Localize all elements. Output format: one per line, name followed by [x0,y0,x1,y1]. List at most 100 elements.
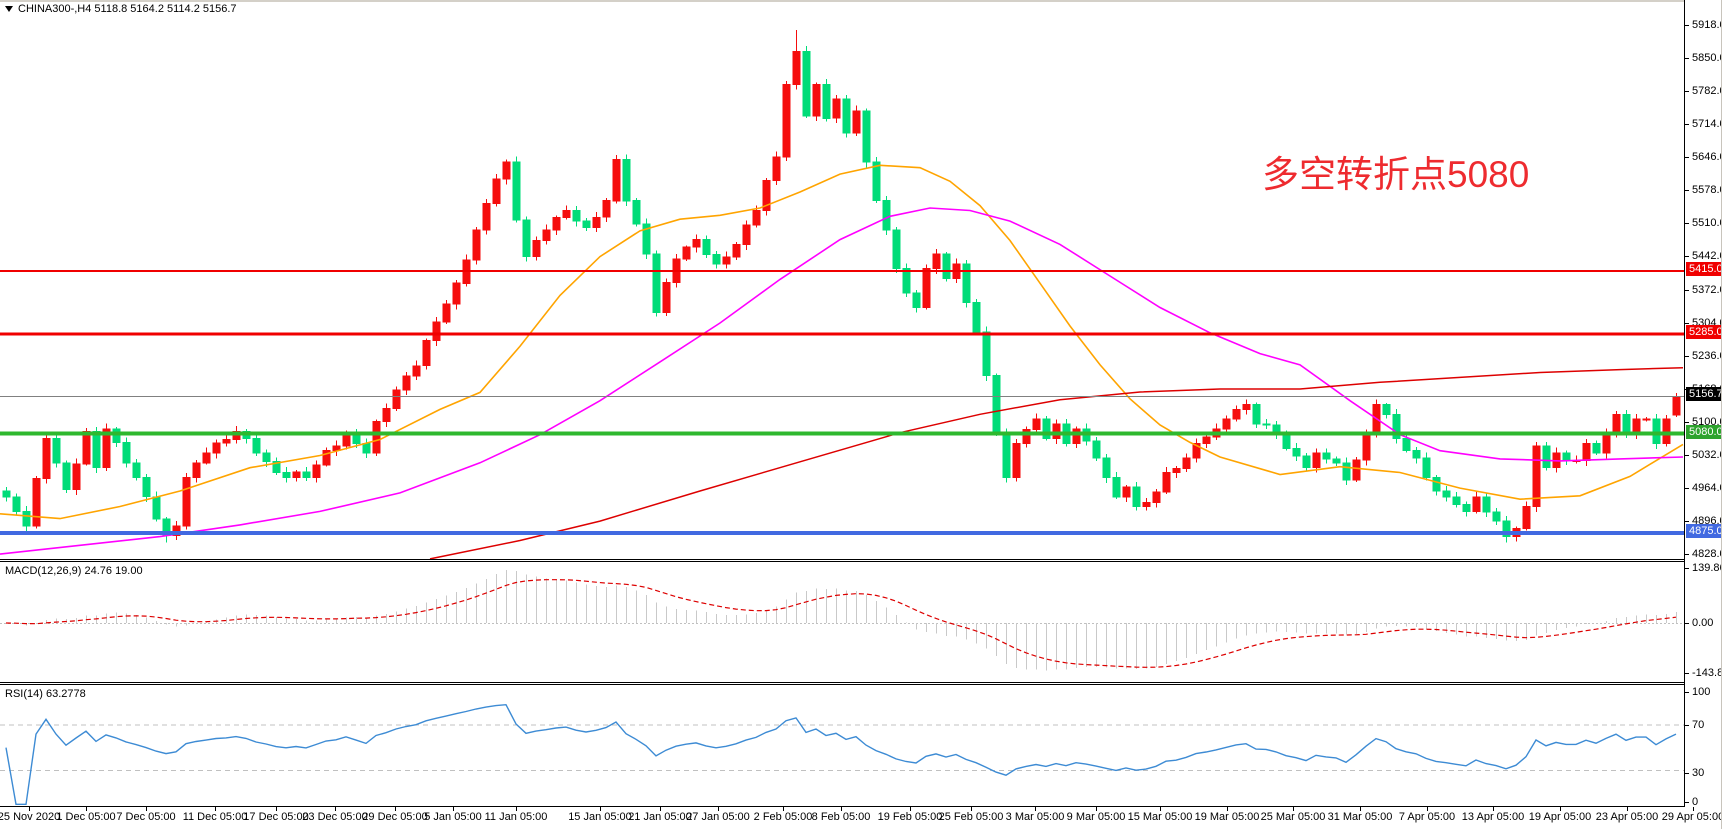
candle-body [782,83,791,158]
main-chart-panel[interactable]: CHINA300-,H4 5118.8 5164.2 5114.2 5156.7… [0,2,1684,560]
candle-body [122,442,131,464]
candle-body [1592,442,1601,454]
symbol-name: CHINA300-,H4 [18,3,92,15]
macd-axis-label: 0.00 [1692,617,1714,629]
candle-body [192,462,201,478]
candle-body [1142,502,1151,507]
time-axis-label: 11 Dec 05:00 [182,811,248,823]
candle-body [1382,404,1391,415]
macd-panel[interactable]: MACD(12,26,9) 24.76 19.00 [0,561,1684,683]
rsi-line [5,703,1677,806]
candle-body [2,490,11,498]
time-axis-tick [971,807,972,811]
candle-body [942,253,951,279]
price-axis-label: 5236.0 [1692,349,1726,362]
macd-chart-canvas[interactable] [0,562,1684,682]
price-axis[interactable]: 5918.0 5850.0 5782.0 5714.0 5646.0 5578.0 5510… [1684,0,1729,808]
candle-body [702,239,711,256]
price-badge-5080.0: 5080.0 [1686,424,1726,439]
candle-body [922,268,931,309]
time-axis-label: 11 Jan 05:00 [484,811,548,823]
candle-body [1662,418,1671,444]
annotation-text: 多空转折点5080 [1262,154,1530,195]
candle-body [862,110,871,163]
candle-body [172,525,181,537]
candle-body [522,219,531,258]
candle-body [252,438,261,454]
candle-body [82,430,91,465]
candle-body [552,216,561,231]
candle-body [442,303,451,323]
time-axis-label: 5 Jan 05:00 [424,811,482,823]
candle-body [1262,423,1271,426]
candle-body [1292,447,1301,457]
price-axis-label: 5032.0 [1692,448,1726,461]
candlestick-chart-canvas[interactable] [0,2,1684,559]
candle-body [1192,442,1201,459]
candle-body [222,438,231,444]
candle-body [1652,418,1661,444]
time-axis-label: 1 Dec 05:00 [56,811,116,823]
rsi-axis-tick [1685,802,1689,803]
candle-body [1052,423,1061,440]
rsi-chart-canvas[interactable] [0,685,1684,806]
candle-body [692,239,701,248]
candle-body [602,200,611,218]
price-badge-5415.0: 5415.0 [1686,262,1726,277]
price-axis-label: 4896.0 [1692,514,1726,527]
price-axis-tick [1685,58,1689,60]
rsi-axis-tick [1685,773,1689,774]
price-axis-label: 4828.0 [1692,548,1726,560]
candle-body [482,203,491,231]
macd-axis-tick [1685,568,1689,569]
candle-body [362,442,371,454]
time-axis-label: 27 Jan 05:00 [686,811,750,823]
candle-body [92,430,101,469]
time-axis-tick [215,807,216,811]
candle-body [1022,428,1031,444]
time-axis-label: 7 Dec 05:00 [116,811,176,823]
macd-axis-label: -143.82 [1692,667,1729,679]
candle-body [282,472,291,478]
rsi-panel[interactable]: RSI(14) 63.2778 [0,684,1684,807]
window-right-edge [1721,0,1729,829]
candle-body [832,98,841,119]
time-axis[interactable]: 25 Nov 2020 1 Dec 05:00 7 Dec 05:00 11 Dec … [0,807,1724,829]
candle-body [52,438,61,464]
candle-body [1412,450,1421,459]
price-axis-tick [1685,256,1689,258]
candle-body [272,461,281,473]
candle-body [1252,404,1261,425]
candle-body [1242,404,1251,411]
ma-medium-line [0,207,1684,555]
time-axis-tick [1627,807,1628,811]
time-axis-tick [841,807,842,811]
candle-body [1352,459,1361,481]
candle-body [1672,396,1681,416]
candle-body [1602,433,1611,454]
rsi-axis-label: 70 [1692,719,1705,731]
candle-body [1632,418,1641,435]
rsi-axis-tick [1685,692,1689,693]
price-axis-tick [1685,25,1689,26]
candle-body [722,256,731,265]
candle-body [1472,496,1481,512]
candle-body [322,450,331,466]
macd-signal-line [5,579,1677,668]
ma-fast-line [0,164,1684,520]
candle-body [792,50,801,85]
rsi-axis-label: 30 [1692,767,1705,779]
candle-body [872,161,881,202]
macd-axis-tick [1685,623,1689,624]
rsi-label: RSI(14) 63.2778 [5,688,86,700]
candle-body [1012,442,1021,478]
candle-body [1402,438,1411,452]
price-axis-tick [1685,520,1689,522]
candle-body [372,421,381,454]
chart-menu-arrow-icon[interactable] [5,6,13,12]
candle-body [682,246,691,260]
candle-body [652,253,661,313]
price-axis-label: 5646.0 [1692,151,1726,164]
time-axis-tick [783,807,784,811]
